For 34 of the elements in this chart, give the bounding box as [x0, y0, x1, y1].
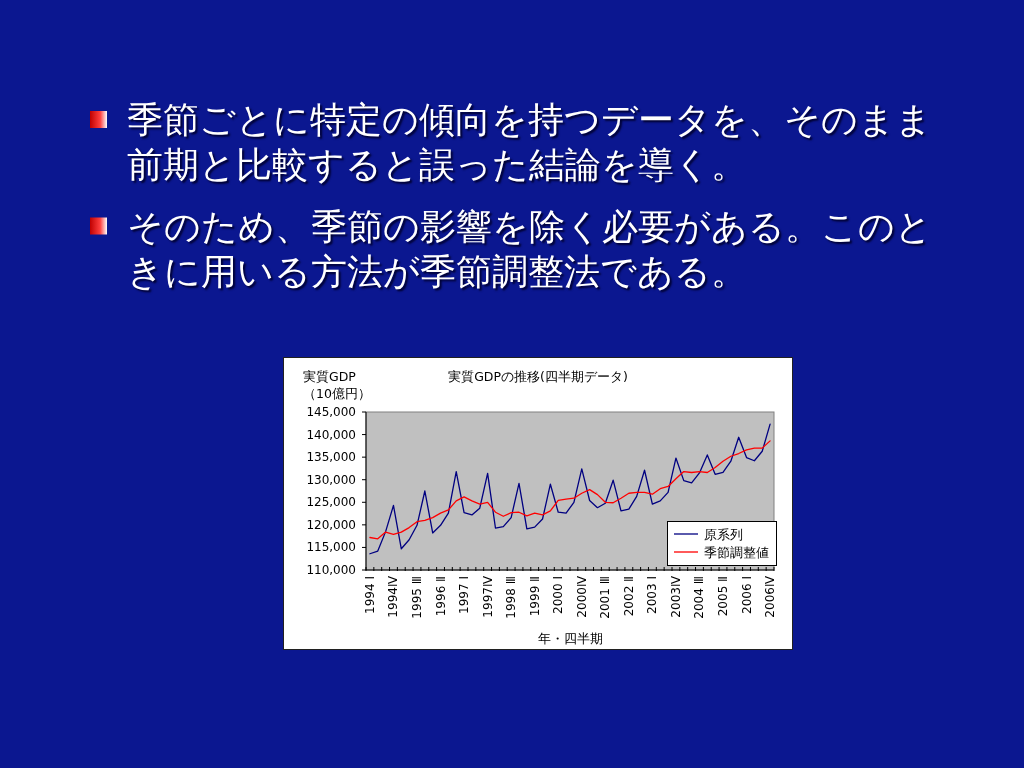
x-tick-label: 2000 Ⅰ: [551, 576, 566, 614]
x-tick-label: 2005 Ⅱ: [716, 576, 730, 617]
x-tick-label: 2006 Ⅰ: [739, 576, 754, 614]
x-tick-label: 1995 Ⅲ: [410, 576, 424, 619]
x-tick-label: 1994 Ⅰ: [362, 576, 377, 614]
x-tick-label: 1998 Ⅲ: [504, 576, 519, 619]
chart-title: 実質GDPの推移(四半期データ): [448, 368, 628, 384]
x-tick-label: 2003 Ⅰ: [645, 576, 660, 614]
x-tick-label: 2006Ⅳ: [763, 576, 778, 618]
x-tick-label: 2003Ⅳ: [668, 576, 683, 618]
y-tick-label: 135,000: [306, 450, 356, 465]
x-tick-label: 1994Ⅳ: [386, 576, 401, 618]
x-tick-label: 2002 Ⅱ: [621, 576, 636, 617]
x-tick-label: 2004 Ⅲ: [692, 576, 707, 619]
line-series: [369, 440, 771, 540]
legend-label: 原系列: [704, 526, 743, 542]
y-axis-title: 実質GDP （10億円）: [303, 368, 371, 401]
y-tick-label: 125,000: [306, 495, 356, 510]
x-tick-label: 1997 Ⅰ: [457, 576, 472, 614]
text: 季節ごとに特定の傾向を持つデータを、そのまま前期と比較すると誤った結論を導く。: [127, 98, 932, 187]
legend-label: 季節調整値: [704, 544, 769, 560]
x-tick-label: 1997Ⅳ: [480, 576, 495, 618]
y-tick-label: 110,000: [306, 563, 356, 577]
x-axis-title: 年・四半期: [537, 630, 603, 646]
y-tick-label: 145,000: [306, 405, 356, 419]
x-tick-label: 2001 Ⅲ: [598, 576, 613, 619]
y-tick-label: 140,000: [306, 427, 356, 442]
x-tick-label: 1999 Ⅱ: [527, 576, 542, 617]
y-tick-label: 130,000: [306, 472, 356, 487]
text: そのため、季節の影響を除く必要がある。このときに用いる方法が季節調整法である。: [127, 204, 932, 294]
x-tick-label: 1996 Ⅱ: [433, 576, 448, 617]
x-tick-label: 2000Ⅳ: [574, 576, 589, 618]
y-tick-label: 120,000: [306, 517, 356, 532]
y-tick-label: 115,000: [306, 540, 356, 555]
